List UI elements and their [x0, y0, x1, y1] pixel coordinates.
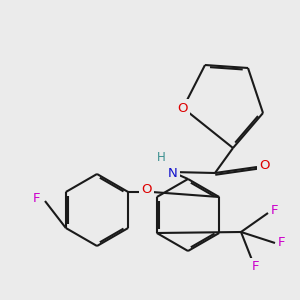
- Text: F: F: [33, 192, 40, 205]
- Text: N: N: [168, 167, 178, 180]
- Text: O: O: [259, 159, 270, 172]
- Text: O: O: [178, 101, 188, 115]
- Text: O: O: [141, 183, 152, 196]
- Text: H: H: [157, 151, 166, 164]
- Text: F: F: [252, 260, 260, 273]
- Text: F: F: [278, 236, 285, 250]
- Text: F: F: [271, 203, 278, 217]
